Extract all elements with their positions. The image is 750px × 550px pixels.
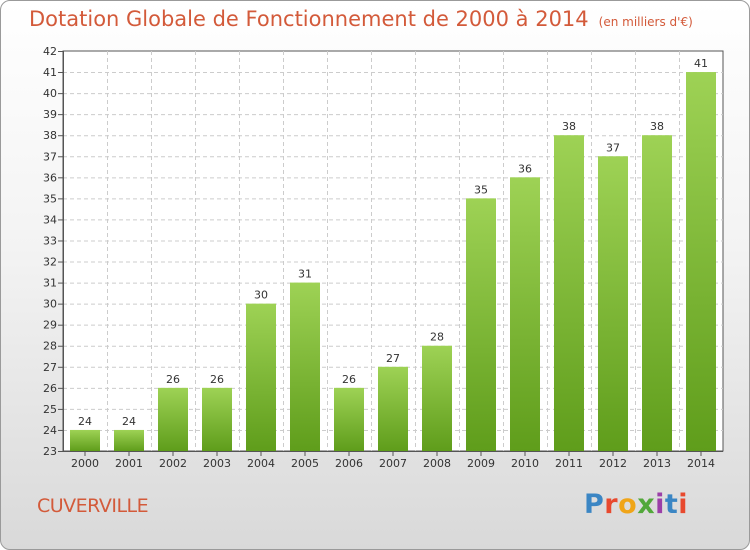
bar (642, 135, 672, 452)
x-tick-label: 2007 (379, 457, 407, 470)
logo-letter: i (655, 489, 665, 520)
x-tick-label: 2002 (159, 457, 187, 470)
x-tick-label: 2009 (467, 457, 495, 470)
bar (246, 303, 276, 451)
data-label: 24 (122, 415, 136, 428)
logo-letter: x (637, 489, 656, 520)
y-tick-label: 39 (43, 108, 57, 121)
bar (378, 366, 408, 451)
y-tick-label: 34 (43, 213, 57, 226)
bar (158, 387, 188, 451)
data-label: 27 (386, 352, 400, 365)
y-tick-label: 27 (43, 361, 57, 374)
x-tick-label: 2004 (247, 457, 275, 470)
bar (598, 156, 628, 451)
bar (686, 72, 716, 451)
y-tick-label: 29 (43, 319, 57, 332)
y-tick-label: 33 (43, 234, 57, 247)
y-tick-label: 35 (43, 192, 57, 205)
x-tick-label: 2005 (291, 457, 319, 470)
y-tick-label: 28 (43, 340, 57, 353)
y-tick-label: 25 (43, 403, 57, 416)
y-tick-label: 41 (43, 66, 57, 79)
data-label: 37 (606, 141, 620, 154)
logo-letter: t (664, 489, 679, 520)
y-tick-label: 24 (43, 424, 57, 437)
data-label: 26 (210, 373, 224, 386)
bar (334, 387, 364, 451)
data-label: 31 (298, 268, 312, 281)
y-tick-label: 30 (43, 298, 57, 311)
x-tick-label: 2003 (203, 457, 231, 470)
logo-letter: P (584, 489, 605, 520)
data-label: 30 (254, 289, 268, 302)
bar (70, 429, 100, 451)
data-label: 26 (342, 373, 356, 386)
data-label: 36 (518, 162, 532, 175)
y-tick-label: 37 (43, 150, 57, 163)
bar (510, 177, 540, 451)
x-tick-label: 2012 (599, 457, 627, 470)
bar (554, 135, 584, 452)
logo-letter: i (678, 489, 689, 520)
x-tick-label: 2011 (555, 457, 583, 470)
data-label: 26 (166, 373, 180, 386)
bar (202, 387, 232, 451)
data-label: 41 (694, 57, 708, 70)
x-tick-label: 2001 (115, 457, 143, 470)
x-tick-label: 2000 (71, 457, 99, 470)
x-tick-label: 2013 (643, 457, 671, 470)
x-tick-label: 2008 (423, 457, 451, 470)
y-tick-label: 40 (43, 87, 57, 100)
data-label: 38 (562, 120, 576, 133)
x-tick-label: 2006 (335, 457, 363, 470)
data-label: 28 (430, 331, 444, 344)
chart-title: Dotation Globale de Fonctionnement de 20… (29, 7, 589, 31)
bar (466, 198, 496, 451)
chart-title-block: Dotation Globale de Fonctionnement de 20… (29, 7, 693, 31)
data-label: 24 (78, 415, 92, 428)
chart-unit: (en milliers d'€) (598, 15, 693, 29)
y-tick-label: 38 (43, 129, 57, 142)
data-label: 38 (650, 120, 664, 133)
y-tick-label: 23 (43, 445, 57, 458)
logo-letter: r (604, 489, 619, 520)
bar (114, 429, 144, 451)
x-tick-label: 2010 (511, 457, 539, 470)
y-tick-label: 32 (43, 256, 57, 269)
proxiti-logo: Proxiti (584, 489, 688, 520)
y-tick-label: 31 (43, 277, 57, 290)
y-tick-label: 26 (43, 382, 57, 395)
commune-name: CUVERVILLE (37, 495, 149, 517)
y-tick-label: 36 (43, 171, 57, 184)
logo-letter: o (618, 489, 638, 520)
bar (290, 282, 320, 451)
data-label: 35 (474, 183, 488, 196)
y-tick-label: 42 (43, 45, 57, 58)
bar (422, 345, 452, 451)
x-tick-label: 2014 (687, 457, 715, 470)
